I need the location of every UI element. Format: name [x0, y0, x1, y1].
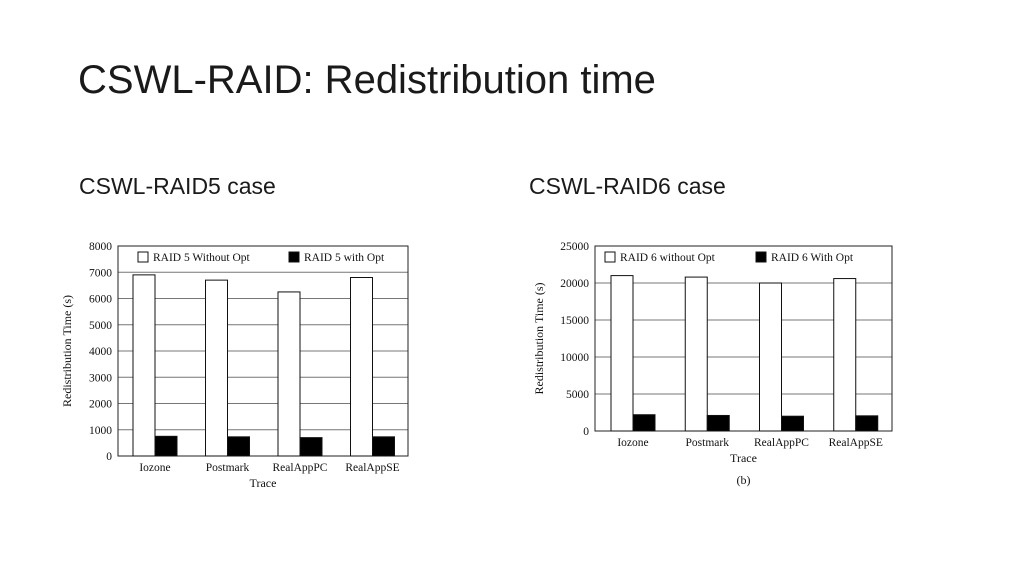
raid5-bar-without-opt: [350, 277, 373, 457]
raid6-bar-without-opt: [684, 276, 708, 432]
raid6-y-axis-title: Redistribution Time (s): [532, 282, 546, 394]
raid6-plot-frame: [594, 245, 893, 432]
raid5-bars: [132, 274, 395, 457]
raid5-bar-with-opt: [154, 435, 178, 457]
raid6-x-tick-label: RealAppPC: [754, 437, 809, 449]
raid5-x-tick-label: RealAppPC: [273, 462, 328, 474]
raid5-bar-with-opt: [299, 437, 323, 457]
raid6-bar-without-opt: [759, 282, 782, 432]
raid5-y-tick-label: 7000: [89, 267, 112, 279]
raid5-heading: CSWL-RAID5 case: [79, 173, 276, 199]
raid6-y-tick-label: 5000: [566, 389, 589, 401]
raid6-x-tick-label: RealAppSE: [829, 437, 883, 449]
raid6-x-tick-label: Postmark: [686, 437, 730, 449]
raid6-y-ticks: 0 5000 10000 15000 20000 25000: [560, 241, 589, 438]
raid6-y-tick-label: 0: [583, 426, 589, 438]
raid5-x-tick-label: Postmark: [206, 462, 250, 474]
slide-title: CSWL-RAID: Redistribution time: [78, 58, 656, 102]
raid6-x-axis-title: Trace: [730, 451, 757, 465]
raid6-legend: RAID 6 without Opt RAID 6 With Opt: [604, 251, 854, 264]
raid6-y-tick-label: 20000: [560, 278, 589, 290]
raid6-bar-without-opt: [833, 278, 857, 432]
raid5-bar-without-opt: [277, 291, 301, 457]
raid6-x-tick-label: Iozone: [617, 437, 648, 449]
raid5-y-tick-label: 6000: [89, 294, 112, 306]
raid6-bar-with-opt: [855, 415, 879, 432]
raid5-y-ticks: 0 1000 2000 3000 4000 5000 6000 7000 8000: [89, 241, 112, 463]
raid6-y-tick-label: 25000: [560, 241, 589, 253]
raid5-y-tick-label: 0: [106, 451, 112, 463]
raid6-bar-with-opt: [781, 415, 804, 432]
raid6-legend-label: RAID 6 With Opt: [771, 252, 854, 264]
raid5-y-tick-label: 5000: [89, 320, 112, 332]
raid5-legend: RAID 5 Without Opt RAID 5 with Opt: [137, 251, 385, 264]
raid5-legend-label: RAID 5 with Opt: [304, 252, 385, 264]
raid5-y-tick-label: 3000: [89, 372, 112, 384]
raid5-gridlines: [118, 271, 408, 431]
raid5-bar-without-opt: [205, 279, 228, 457]
raid5-x-axis-title: Trace: [250, 476, 277, 490]
raid6-chart: 0 5000 10000 15000 20000 25000 Iozone Postmark R…: [532, 241, 893, 487]
raid6-heading: CSWL-RAID6 case: [529, 173, 726, 199]
raid6-bar-with-opt: [706, 414, 730, 432]
raid5-y-tick-label: 4000: [89, 346, 112, 358]
raid6-bar-with-opt: [632, 414, 656, 432]
raid6-legend-swatch: [755, 251, 767, 263]
raid5-legend-swatch: [288, 251, 300, 263]
raid6-caption: (b): [737, 473, 751, 487]
raid5-legend-label: RAID 5 Without Opt: [153, 252, 251, 264]
raid5-y-tick-label: 1000: [89, 425, 112, 437]
raid5-bar-with-opt: [372, 436, 395, 457]
raid6-bar-without-opt: [610, 275, 634, 432]
raid6-y-tick-label: 15000: [560, 315, 589, 327]
raid5-plot-frame: [117, 245, 409, 457]
raid5-bar-with-opt: [227, 436, 250, 457]
raid5-y-axis-title: Redistribution Time (s): [60, 295, 74, 407]
raid5-y-tick-label: 2000: [89, 399, 112, 411]
raid5-y-tick-label: 8000: [89, 241, 112, 253]
raid6-bars: [610, 275, 879, 432]
raid5-legend-swatch: [137, 251, 149, 263]
raid5-chart: 0 1000 2000 3000 4000 5000 6000 7000 8000 Iozone P…: [60, 241, 409, 490]
raid5-x-tick-label: Iozone: [139, 462, 170, 474]
raid6-y-tick-label: 10000: [560, 352, 589, 364]
raid5-bar-without-opt: [132, 274, 156, 457]
raid6-legend-label: RAID 6 without Opt: [620, 252, 716, 264]
raid6-legend-swatch: [604, 251, 616, 263]
raid5-x-tick-label: RealAppSE: [345, 462, 399, 474]
